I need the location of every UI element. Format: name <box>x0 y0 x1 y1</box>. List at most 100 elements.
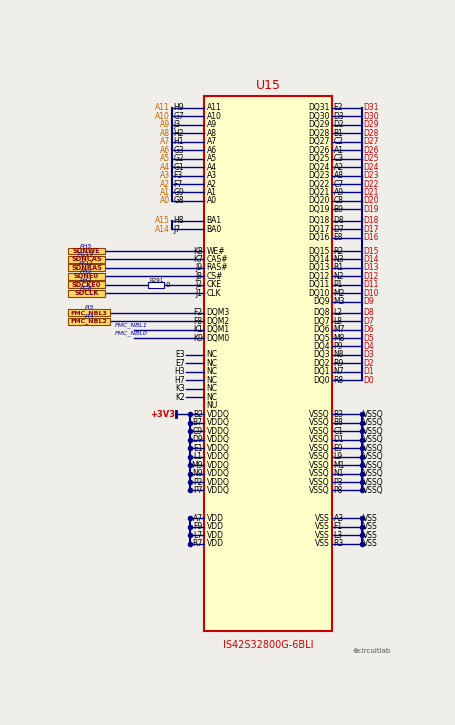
Text: D29: D29 <box>362 120 378 129</box>
Bar <box>68 265 105 271</box>
Text: R2: R2 <box>333 247 343 255</box>
Text: A6: A6 <box>160 146 170 154</box>
Text: BA1: BA1 <box>206 217 221 225</box>
Text: NC: NC <box>206 384 217 394</box>
Text: C1: C1 <box>333 427 343 436</box>
Text: K7: K7 <box>192 255 202 264</box>
Text: A7: A7 <box>192 514 202 523</box>
Text: VSS: VSS <box>314 514 329 523</box>
Text: DQ23: DQ23 <box>308 171 329 180</box>
Text: BA0: BA0 <box>206 225 221 234</box>
Text: E1: E1 <box>193 444 202 452</box>
Text: A6: A6 <box>206 146 216 154</box>
Text: D20: D20 <box>362 196 378 205</box>
Text: J3: J3 <box>173 120 180 129</box>
Text: A7: A7 <box>160 137 170 146</box>
Text: WE#: WE# <box>206 247 225 255</box>
Text: VSSQ: VSSQ <box>362 469 383 478</box>
Text: U15: U15 <box>255 80 280 92</box>
Text: D3: D3 <box>333 112 344 121</box>
Text: DQ4: DQ4 <box>313 342 329 351</box>
Text: R3: R3 <box>333 539 343 548</box>
Text: DQ26: DQ26 <box>308 146 329 154</box>
Text: D31: D31 <box>362 103 378 112</box>
Text: K9: K9 <box>192 334 202 342</box>
Text: VDD: VDD <box>206 531 223 539</box>
Text: VDDQ: VDDQ <box>206 418 229 427</box>
Text: A5: A5 <box>206 154 216 163</box>
Text: SDNWE: SDNWE <box>72 248 100 254</box>
Text: VSSQ: VSSQ <box>362 460 383 470</box>
Text: VDDQ: VDDQ <box>206 410 229 419</box>
Text: H1: H1 <box>173 137 183 146</box>
Text: VDDQ: VDDQ <box>206 460 229 470</box>
Text: DQ7: DQ7 <box>313 317 329 326</box>
Text: A1: A1 <box>206 188 216 197</box>
Text: D1: D1 <box>362 368 373 376</box>
Text: F2: F2 <box>193 308 202 317</box>
Bar <box>68 309 110 316</box>
Text: A14: A14 <box>155 225 170 234</box>
Text: DQ5: DQ5 <box>313 334 329 342</box>
Text: D4: D4 <box>362 342 373 351</box>
Text: E9: E9 <box>333 444 343 452</box>
Text: D8: D8 <box>333 217 344 225</box>
Text: SDCLK: SDCLK <box>74 290 98 297</box>
Text: D12: D12 <box>362 272 378 281</box>
Text: NU: NU <box>206 401 217 410</box>
Text: DQ11: DQ11 <box>308 281 329 289</box>
Text: D11: D11 <box>362 281 378 289</box>
Text: DQ18: DQ18 <box>308 217 329 225</box>
Text: VDDQ: VDDQ <box>206 452 229 461</box>
Text: A2: A2 <box>206 180 216 189</box>
Text: B8: B8 <box>333 418 343 427</box>
Text: D10: D10 <box>362 289 378 298</box>
Text: A2: A2 <box>333 162 343 172</box>
Bar <box>68 247 105 254</box>
Text: A15: A15 <box>155 217 170 225</box>
Text: K2: K2 <box>175 393 184 402</box>
Text: P9: P9 <box>333 342 343 351</box>
Text: DQ31: DQ31 <box>308 103 329 112</box>
Text: H2: H2 <box>173 129 183 138</box>
Text: M3: M3 <box>333 297 344 307</box>
Text: G7: G7 <box>173 112 184 121</box>
Text: M7: M7 <box>333 325 344 334</box>
Text: M8: M8 <box>333 334 344 342</box>
Text: L7: L7 <box>193 531 202 539</box>
Text: VSSQ: VSSQ <box>308 486 329 495</box>
Text: D9: D9 <box>362 297 373 307</box>
Text: DQ24: DQ24 <box>308 162 329 172</box>
Text: D15: D15 <box>362 247 378 255</box>
Text: +3V3: +3V3 <box>150 410 174 419</box>
Text: H8: H8 <box>173 217 183 225</box>
Text: N2: N2 <box>333 272 344 281</box>
Text: G9: G9 <box>173 188 184 197</box>
Bar <box>68 256 105 263</box>
Text: D3: D3 <box>362 350 373 360</box>
Text: DQ3: DQ3 <box>313 350 329 360</box>
Text: A11: A11 <box>155 103 170 112</box>
Text: VSS: VSS <box>362 514 377 523</box>
Text: N1: N1 <box>333 469 344 478</box>
Text: C3: C3 <box>333 154 343 163</box>
Bar <box>204 96 331 631</box>
Text: M1: M1 <box>333 460 344 470</box>
Text: A8: A8 <box>206 129 216 138</box>
Text: PI4: PI4 <box>84 314 94 319</box>
Text: D18: D18 <box>362 217 378 225</box>
Text: DQ10: DQ10 <box>308 289 329 298</box>
Text: D22: D22 <box>362 180 378 189</box>
Text: DQ30: DQ30 <box>308 112 329 121</box>
Text: VSSQ: VSSQ <box>308 435 329 444</box>
Text: D24: D24 <box>362 162 378 172</box>
Text: VSSQ: VSSQ <box>308 469 329 478</box>
Text: VSSQ: VSSQ <box>308 444 329 452</box>
Text: A1: A1 <box>160 188 170 197</box>
Text: PF11: PF11 <box>79 261 94 266</box>
Text: CAS#: CAS# <box>206 255 228 264</box>
Text: DQ15: DQ15 <box>308 247 329 255</box>
Text: R9: R9 <box>333 359 343 368</box>
Text: J2: J2 <box>195 281 202 289</box>
Text: DQ12: DQ12 <box>308 272 329 281</box>
